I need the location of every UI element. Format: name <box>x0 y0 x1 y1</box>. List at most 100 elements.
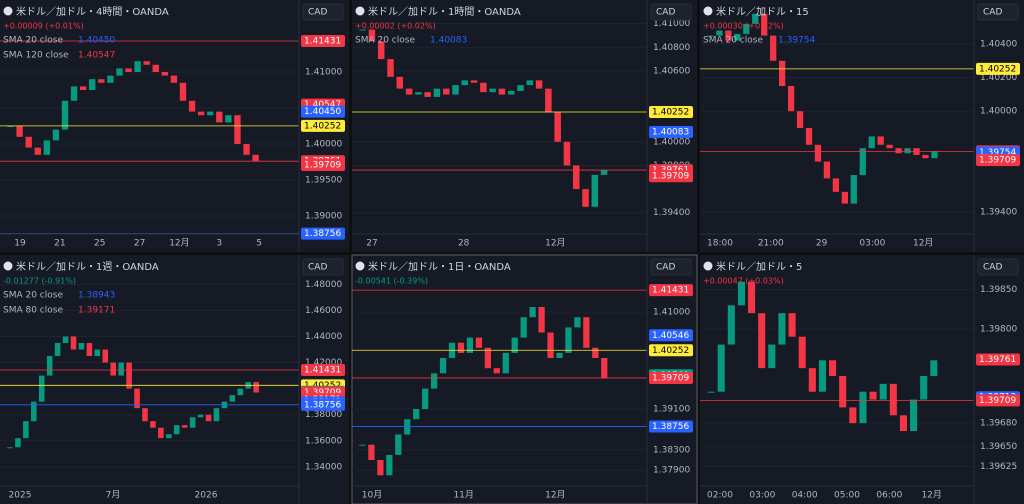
price-tag-label: 1.38756 <box>304 400 341 410</box>
candle <box>7 126 14 127</box>
symbol-flag <box>355 261 365 271</box>
indicator-value: 1.38943 <box>78 291 115 301</box>
candle <box>707 391 715 393</box>
pane <box>700 0 1024 252</box>
candle <box>457 342 465 353</box>
candle <box>823 161 831 179</box>
candle <box>134 388 140 409</box>
candle <box>189 417 196 428</box>
candle <box>452 85 459 95</box>
candle <box>170 75 178 83</box>
price-tag-label: 1.39754 <box>979 148 1016 158</box>
currency-button[interactable] <box>302 258 344 276</box>
x-tick-label: 7月 <box>106 490 121 501</box>
candle <box>725 30 732 41</box>
candle <box>142 408 148 422</box>
candle <box>234 115 241 144</box>
candle <box>770 35 777 61</box>
candle <box>107 75 114 83</box>
indicator-value: 1.40547 <box>78 51 115 61</box>
candle <box>839 376 847 408</box>
candle <box>788 313 796 337</box>
candle <box>152 64 159 72</box>
candle <box>582 189 589 207</box>
symbol-flag <box>3 261 13 271</box>
price-tag <box>649 344 693 357</box>
y-tick-label: 1.40000 <box>305 140 342 150</box>
price-change: +0.00002 (+0.02%) <box>355 22 436 31</box>
candle <box>216 111 223 123</box>
x-tick-label: 27 <box>366 239 377 249</box>
candle <box>387 59 394 77</box>
candle <box>805 128 813 145</box>
candle <box>869 391 877 400</box>
currency-label: CAD <box>656 8 675 18</box>
candle <box>79 86 87 90</box>
y-tick-label: 1.40000 <box>980 107 1017 117</box>
candle <box>386 454 393 476</box>
y-tick-label: 1.41000 <box>305 68 342 78</box>
candle <box>600 170 608 175</box>
price-tag-label: 1.39709 <box>652 172 689 182</box>
price-tag-label: 1.40252 <box>304 121 341 131</box>
x-tick-label: 25 <box>94 239 105 249</box>
y-tick-label: 1.34000 <box>305 462 342 472</box>
candle <box>461 80 469 86</box>
price-change: -0.00541 (-0.39%) <box>355 277 428 286</box>
candle <box>498 88 506 95</box>
currency-label: CAD <box>308 8 327 18</box>
x-tick-label: 28 <box>458 239 470 249</box>
symbol-flag <box>703 6 713 16</box>
candle <box>61 100 69 130</box>
candle <box>779 60 786 87</box>
x-tick-label: 3 <box>216 239 222 249</box>
price-tag-label: 1.39709 <box>652 373 689 383</box>
x-tick-label: 02:00 <box>707 491 733 501</box>
y-tick-label: 1.39680 <box>980 419 1017 429</box>
price-tag <box>649 170 693 183</box>
candle <box>592 347 599 359</box>
candle <box>758 313 766 369</box>
candle <box>161 72 169 76</box>
currency-button[interactable] <box>977 3 1019 21</box>
price-tag-label: 1.41431 <box>652 286 689 296</box>
price-tag <box>301 158 345 171</box>
candle <box>52 129 60 141</box>
candle <box>798 336 806 369</box>
pane-title: 米ドル／加ドル・4時間・OANDA <box>16 5 169 18</box>
candle <box>70 86 78 101</box>
candle <box>572 165 580 190</box>
candle <box>859 391 867 424</box>
candle <box>359 29 366 31</box>
candle <box>213 408 220 422</box>
candle <box>118 362 124 376</box>
candle <box>601 358 608 379</box>
y-tick-label: 1.42000 <box>305 358 342 368</box>
price-tag <box>649 329 693 342</box>
candle <box>25 136 32 148</box>
currency-button[interactable] <box>977 258 1019 276</box>
candle <box>583 317 590 348</box>
y-tick-label: 1.46000 <box>305 306 342 316</box>
currency-button[interactable] <box>650 258 692 276</box>
candle <box>359 444 366 446</box>
pane-title: 米ドル／加ドル・15 <box>716 5 809 18</box>
x-tick-label: 21 <box>54 239 65 249</box>
price-tag <box>649 284 693 297</box>
candle <box>173 425 180 435</box>
x-tick-label: 10月 <box>362 490 382 501</box>
price-tag-label: 1.41431 <box>304 36 341 46</box>
candle <box>252 154 259 162</box>
candle <box>511 337 518 353</box>
currency-button[interactable] <box>302 3 344 21</box>
y-tick-label: 1.40000 <box>653 137 690 147</box>
candle <box>841 191 848 204</box>
indicator-name: SMA 20 close <box>703 36 763 46</box>
candle <box>734 33 741 41</box>
indicator-name: SMA 120 close <box>3 51 69 61</box>
candle <box>716 30 723 36</box>
candle <box>15 438 21 448</box>
indicator-value: 1.40083 <box>430 36 467 46</box>
y-tick-label: 1.39400 <box>653 208 690 218</box>
currency-button[interactable] <box>650 3 692 21</box>
